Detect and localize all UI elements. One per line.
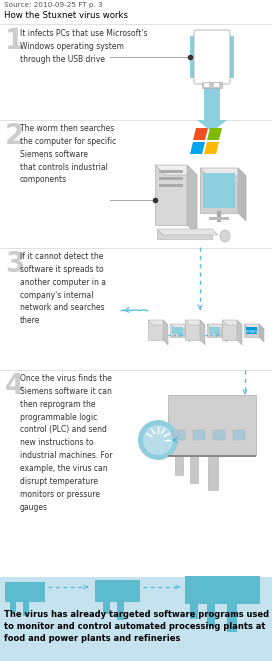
Polygon shape bbox=[170, 324, 190, 329]
Bar bbox=[5, 582, 45, 602]
Bar bbox=[246, 327, 257, 334]
Text: If it cannot detect the
software it spreads to
another computer in a
company's i: If it cannot detect the software it spre… bbox=[20, 252, 106, 325]
Text: 1: 1 bbox=[5, 27, 24, 55]
Bar bbox=[190, 455, 198, 483]
Bar bbox=[208, 455, 218, 490]
Bar bbox=[190, 36, 196, 78]
Bar bbox=[227, 604, 237, 632]
Bar bbox=[159, 177, 183, 180]
Polygon shape bbox=[157, 229, 218, 235]
Polygon shape bbox=[222, 324, 227, 342]
Bar bbox=[200, 168, 238, 213]
Text: Source: 2010-09-25 FT p. 3: Source: 2010-09-25 FT p. 3 bbox=[4, 2, 103, 8]
Text: 3: 3 bbox=[5, 250, 24, 278]
Bar bbox=[159, 170, 183, 173]
Text: The virus has already targeted software programs used
to monitor and control aut: The virus has already targeted software … bbox=[4, 610, 269, 643]
Text: It infects PCs that use Microsoft's
Windows operating system
through the USB dri: It infects PCs that use Microsoft's Wind… bbox=[20, 29, 147, 63]
Polygon shape bbox=[187, 165, 197, 235]
Text: How the Stuxnet virus works: How the Stuxnet virus works bbox=[4, 11, 128, 20]
Bar bbox=[0, 577, 272, 661]
Bar bbox=[190, 604, 198, 619]
Bar bbox=[103, 602, 110, 614]
Polygon shape bbox=[207, 128, 222, 140]
Bar bbox=[228, 36, 234, 78]
Polygon shape bbox=[163, 320, 168, 345]
Polygon shape bbox=[197, 120, 227, 132]
Bar bbox=[207, 324, 222, 337]
Text: Once the virus finds the
Siemens software it can
then reprogram the
programmable: Once the virus finds the Siemens softwar… bbox=[20, 374, 113, 512]
Text: The worm then searches
the computer for specific
Siemens software
that controls : The worm then searches the computer for … bbox=[20, 124, 116, 184]
Bar bbox=[23, 602, 29, 616]
Bar bbox=[157, 229, 212, 239]
Bar bbox=[117, 602, 124, 620]
Text: 2: 2 bbox=[5, 122, 24, 150]
FancyBboxPatch shape bbox=[194, 30, 230, 84]
Bar bbox=[204, 83, 209, 87]
Polygon shape bbox=[207, 324, 227, 329]
Bar bbox=[209, 217, 229, 220]
Polygon shape bbox=[155, 165, 197, 175]
Text: 4: 4 bbox=[5, 372, 24, 400]
Bar bbox=[170, 324, 185, 337]
Bar bbox=[207, 604, 215, 626]
Bar bbox=[213, 430, 225, 440]
Polygon shape bbox=[259, 324, 264, 342]
Bar bbox=[193, 430, 205, 440]
Bar bbox=[95, 580, 140, 602]
Polygon shape bbox=[193, 128, 208, 140]
Bar bbox=[202, 82, 222, 88]
Polygon shape bbox=[237, 320, 242, 345]
Bar bbox=[185, 576, 260, 604]
Bar bbox=[10, 602, 16, 612]
Bar bbox=[148, 320, 163, 340]
Polygon shape bbox=[204, 142, 219, 154]
Ellipse shape bbox=[220, 230, 230, 242]
Bar bbox=[168, 455, 256, 457]
Bar bbox=[209, 327, 220, 334]
Bar bbox=[159, 184, 183, 187]
Bar bbox=[172, 327, 183, 334]
Text: SIEMENS: SIEMENS bbox=[245, 330, 258, 334]
Bar bbox=[173, 430, 185, 440]
Polygon shape bbox=[190, 142, 205, 154]
Polygon shape bbox=[185, 320, 205, 325]
Polygon shape bbox=[222, 320, 242, 325]
Polygon shape bbox=[244, 324, 264, 329]
Polygon shape bbox=[185, 324, 190, 342]
Polygon shape bbox=[148, 320, 168, 325]
Bar bbox=[222, 320, 237, 340]
Bar bbox=[185, 320, 200, 340]
Polygon shape bbox=[200, 168, 246, 176]
Circle shape bbox=[138, 420, 178, 460]
Polygon shape bbox=[238, 168, 246, 221]
Polygon shape bbox=[200, 320, 205, 345]
Bar bbox=[204, 88, 220, 120]
Bar bbox=[233, 430, 245, 440]
Bar bbox=[155, 165, 187, 225]
Bar bbox=[175, 455, 183, 475]
Bar bbox=[168, 395, 256, 455]
Bar bbox=[244, 324, 259, 337]
Bar bbox=[203, 173, 235, 208]
Circle shape bbox=[143, 425, 173, 455]
Bar bbox=[214, 83, 219, 87]
